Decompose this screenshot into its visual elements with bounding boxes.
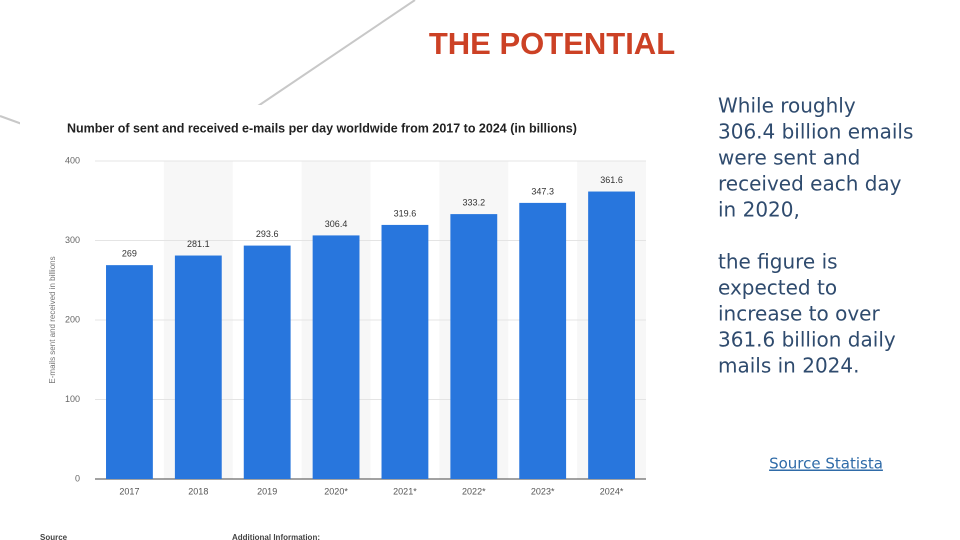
slide-title: THE POTENTIAL	[429, 26, 675, 61]
side-text-line: the figure is	[718, 250, 838, 274]
x-tick-label: 2020*	[324, 486, 348, 496]
side-text-line: expected to	[718, 276, 837, 300]
x-tick-label: 2023*	[531, 486, 555, 496]
side-text-line: were sent and	[718, 146, 860, 170]
value-label: 269	[122, 249, 137, 259]
bar	[519, 202, 567, 480]
side-text-line: 306.4 billion emails	[718, 120, 913, 144]
bar	[381, 224, 429, 479]
side-text-line: 361.6 billion daily	[718, 328, 896, 352]
side-text-line: received each day	[718, 172, 902, 196]
source-link[interactable]: Source Statista	[769, 455, 883, 473]
value-label: 347.3	[531, 186, 554, 196]
x-tick-label: 2018	[188, 486, 208, 496]
chart-footer: Source	[40, 533, 68, 540]
bar	[312, 235, 360, 479]
side-text-line: in 2020,	[718, 198, 800, 222]
value-label: 361.6	[600, 175, 623, 185]
value-label: 319.6	[394, 208, 417, 218]
y-tick-label: 300	[65, 235, 80, 245]
side-text-line: While roughly	[718, 94, 856, 118]
side-text-line: mails in 2024.	[718, 354, 859, 378]
value-label: 306.4	[325, 219, 348, 229]
bar	[174, 255, 222, 479]
bar	[588, 191, 635, 479]
y-axis-label: E-mails sent and received in billions	[48, 256, 57, 383]
y-tick-label: 0	[75, 473, 80, 483]
chart-title: Number of sent and received e-mails per …	[67, 121, 577, 135]
bar	[450, 214, 498, 479]
bar	[243, 245, 291, 479]
value-label: 281.1	[187, 239, 210, 249]
x-tick-label: 2024*	[600, 486, 624, 496]
chart: Number of sent and received e-mails per …	[40, 121, 646, 540]
side-text-line: increase to over	[718, 302, 880, 326]
y-tick-label: 400	[65, 155, 80, 165]
value-label: 293.6	[256, 229, 279, 239]
y-tick-label: 100	[65, 394, 80, 404]
value-label: 333.2	[463, 197, 486, 207]
x-tick-label: 2017	[119, 486, 139, 496]
decor-line	[0, 115, 23, 125]
decor-line	[257, 0, 416, 107]
x-tick-label: 2021*	[393, 486, 417, 496]
x-tick-label: 2019	[257, 486, 277, 496]
bar	[106, 265, 153, 479]
x-tick-label: 2022*	[462, 486, 486, 496]
chart-footer: Additional Information:	[232, 533, 320, 540]
y-tick-label: 200	[65, 314, 80, 324]
